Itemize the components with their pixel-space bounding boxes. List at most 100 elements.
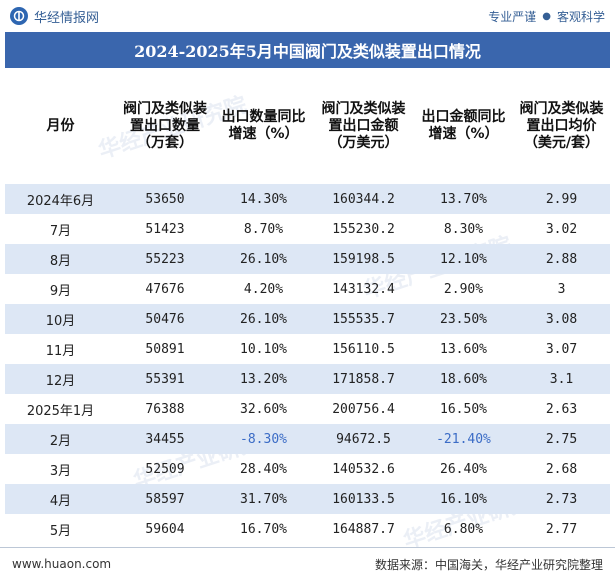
- quantity-yoy-cell: 26.10%: [214, 244, 313, 274]
- month-cell: 10月: [5, 304, 116, 334]
- quantity-yoy-cell: 4.20%: [243, 281, 284, 297]
- amount-cell: 164887.7: [332, 521, 395, 537]
- unit-price-cell: 2.68: [545, 461, 578, 477]
- table-body: 2024年6月 53650 14.30% 160344.2 13.70% 2.99 7月 51…: [5, 184, 610, 544]
- table-row: 10月 50476 26.10% 155535.7 23.50% 3.08: [5, 304, 610, 334]
- amount-yoy-cell: 18.60%: [414, 364, 513, 394]
- amount-yoy-cell: 13.60%: [440, 341, 487, 357]
- month-cell: 2024年6月: [5, 184, 116, 214]
- amount-yoy-cell: 8.30%: [443, 221, 484, 237]
- tagline: 专业严谨 ● 客观科学: [488, 8, 605, 25]
- column-header: 出口金额同比增速（%）: [421, 109, 506, 142]
- month-cell: 3月: [49, 463, 72, 479]
- quantity-cell: 47676: [145, 281, 185, 297]
- tagline-right: 客观科学: [556, 9, 605, 24]
- quantity-yoy-cell: 28.40%: [240, 461, 287, 477]
- quantity-yoy-cell: 13.20%: [214, 364, 313, 394]
- amount-cell: 94672.5: [313, 424, 414, 454]
- amount-cell: 159198.5: [313, 244, 414, 274]
- tagline-left: 专业严谨: [488, 9, 537, 24]
- column-header: 出口数量同比增速（%）: [221, 109, 306, 142]
- quantity-cell: 34455: [116, 424, 214, 454]
- huajing-logo-icon: [10, 7, 28, 25]
- unit-price-cell: 2.73: [513, 484, 610, 514]
- month-cell: 2025年1月: [26, 403, 95, 419]
- amount-yoy-cell: 16.10%: [414, 484, 513, 514]
- table-row: 8月 55223 26.10% 159198.5 12.10% 2.88: [5, 244, 610, 274]
- unit-price-cell: 2.63: [545, 401, 578, 417]
- quantity-cell: 55223: [116, 244, 214, 274]
- quantity-yoy-cell: 8.70%: [243, 221, 284, 237]
- month-cell: 9月: [49, 283, 72, 299]
- amount-yoy-cell: 13.70%: [414, 184, 513, 214]
- amount-cell: 160133.5: [313, 484, 414, 514]
- table-row: 2月 34455 -8.30% 94672.5 -21.40% 2.75: [5, 424, 610, 454]
- unit-price-cell: 2.99: [513, 184, 610, 214]
- quantity-cell: 55391: [116, 364, 214, 394]
- data-source: 数据来源：中国海关，华经产业研究院整理: [374, 557, 603, 572]
- table-row: 12月 55391 13.20% 171858.7 18.60% 3.1: [5, 364, 610, 394]
- quantity-cell: 50891: [145, 341, 185, 357]
- unit-price-cell: 2.88: [513, 244, 610, 274]
- table-header-row: 月份 阀门及类似装置出口数量（万套） 出口数量同比增速（%） 阀门及类似装置出口…: [5, 68, 610, 184]
- amount-yoy-cell: 6.80%: [443, 521, 484, 537]
- quantity-cell: 52509: [145, 461, 185, 477]
- unit-price-cell: 3.07: [545, 341, 578, 357]
- amount-cell: 200756.4: [332, 401, 395, 417]
- month-cell: 4月: [5, 484, 116, 514]
- month-cell: 12月: [5, 364, 116, 394]
- table-row: 2024年6月 53650 14.30% 160344.2 13.70% 2.99: [5, 184, 610, 214]
- unit-price-cell: 3.1: [513, 364, 610, 394]
- quantity-cell: 50476: [116, 304, 214, 334]
- quantity-cell: 53650: [116, 184, 214, 214]
- export-table-wrapper: 月份 阀门及类似装置出口数量（万套） 出口数量同比增速（%） 阀门及类似装置出口…: [5, 68, 610, 544]
- quantity-yoy-cell: 14.30%: [214, 184, 313, 214]
- table-row: 7月 51423 8.70% 155230.2 8.30% 3.02: [5, 214, 610, 244]
- footer: www.huaon.com 数据来源：中国海关，华经产业研究院整理: [0, 547, 615, 580]
- unit-price-cell: 3.02: [545, 221, 578, 237]
- column-header: 阀门及类似装置出口均价（美元/套）: [519, 100, 604, 151]
- amount-yoy-cell: 26.40%: [440, 461, 487, 477]
- quantity-yoy-cell: 32.60%: [240, 401, 287, 417]
- unit-price-cell: 3.08: [513, 304, 610, 334]
- amount-cell: 156110.5: [332, 341, 395, 357]
- quantity-cell: 51423: [145, 221, 185, 237]
- amount-cell: 160344.2: [313, 184, 414, 214]
- month-cell: 5月: [49, 523, 72, 539]
- tagline-separator: ●: [542, 10, 551, 22]
- amount-cell: 143132.4: [332, 281, 395, 297]
- table-title: 2024-2025年5月中国阀门及类似装置出口情况: [5, 32, 610, 68]
- amount-cell: 155535.7: [313, 304, 414, 334]
- unit-price-cell: 3: [557, 281, 566, 297]
- brand[interactable]: 华经情报网: [10, 7, 99, 26]
- column-header: 月份: [46, 117, 75, 134]
- quantity-yoy-cell: 26.10%: [214, 304, 313, 334]
- export-table: 月份 阀门及类似装置出口数量（万套） 出口数量同比增速（%） 阀门及类似装置出口…: [5, 68, 610, 544]
- month-cell: 2月: [5, 424, 116, 454]
- column-header: 阀门及类似装置出口金额（万美元）: [321, 100, 406, 151]
- column-header: 阀门及类似装置出口数量（万套）: [123, 100, 207, 151]
- table-row: 9月 47676 4.20% 143132.4 2.90% 3: [5, 274, 610, 304]
- quantity-cell: 76388: [145, 401, 185, 417]
- quantity-yoy-cell: -8.30%: [214, 424, 313, 454]
- quantity-cell: 59604: [145, 521, 185, 537]
- brand-name: 华经情报网: [34, 10, 100, 26]
- table-row: 4月 58597 31.70% 160133.5 16.10% 2.73: [5, 484, 610, 514]
- quantity-yoy-cell: 31.70%: [214, 484, 313, 514]
- unit-price-cell: 2.77: [545, 521, 578, 537]
- amount-yoy-cell: 12.10%: [414, 244, 513, 274]
- table-row: 3月 52509 28.40% 140532.6 26.40% 2.68: [5, 454, 610, 484]
- amount-yoy-cell: 2.90%: [443, 281, 484, 297]
- site-url[interactable]: www.huaon.com: [12, 557, 112, 571]
- amount-yoy-cell: 23.50%: [414, 304, 513, 334]
- amount-yoy-cell: 16.50%: [440, 401, 487, 417]
- month-cell: 7月: [49, 223, 72, 239]
- month-cell: 8月: [5, 244, 116, 274]
- quantity-yoy-cell: 16.70%: [240, 521, 287, 537]
- month-cell: 11月: [45, 343, 76, 359]
- amount-cell: 155230.2: [332, 221, 395, 237]
- quantity-yoy-cell: 10.10%: [240, 341, 287, 357]
- quantity-cell: 58597: [116, 484, 214, 514]
- unit-price-cell: 2.75: [513, 424, 610, 454]
- table-row: 2025年1月 76388 32.60% 200756.4 16.50% 2.63: [5, 394, 610, 424]
